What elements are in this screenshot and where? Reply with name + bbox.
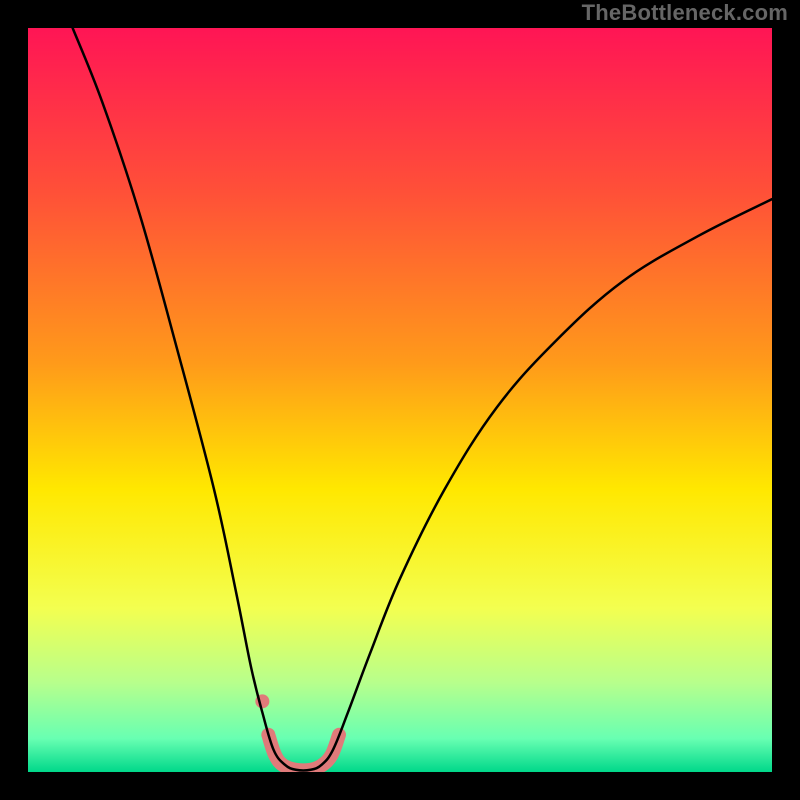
chart-background-gradient [28,28,772,772]
chart-frame-border [772,0,800,800]
watermark-text: TheBottleneck.com [582,0,788,26]
bottleneck-chart [0,0,800,800]
chart-frame-border [0,0,28,800]
chart-frame-border [0,772,800,800]
